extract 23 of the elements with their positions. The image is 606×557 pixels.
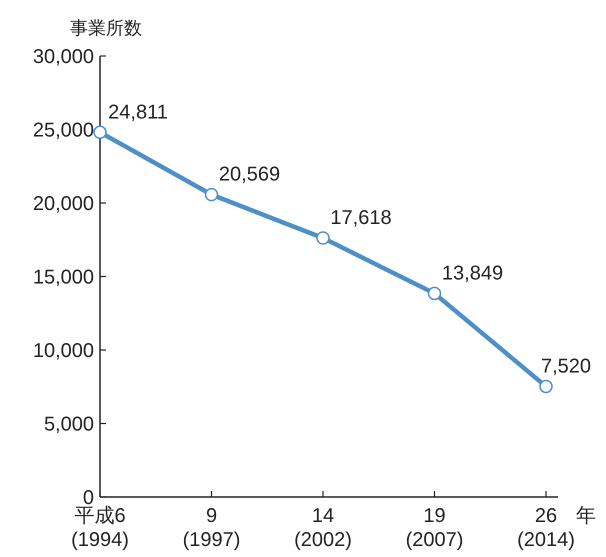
x-tick-label: 平成6 (1994) <box>71 505 129 551</box>
x-tick-label: 14 (2002) <box>294 505 352 551</box>
text: 20,569 <box>218 164 280 186</box>
x-tick-label: 19 (2007) <box>406 505 464 551</box>
y-tick-label: 10,000 <box>32 340 94 362</box>
y-tick-label: 15,000 <box>32 266 94 288</box>
text: 17,618 <box>330 207 392 230</box>
point <box>204 188 218 202</box>
text: 13,849 <box>442 262 504 284</box>
text: 7,520 <box>541 355 592 378</box>
y-tick-label: 30,000 <box>32 46 94 68</box>
y-tick-label: 20,000 <box>32 193 94 215</box>
x-axis-title: 年 <box>576 505 596 527</box>
text: 24,811 <box>108 101 168 124</box>
x-tick-label: 9 (1997) <box>182 505 240 551</box>
y-tick-label: 5,000 <box>44 414 94 436</box>
point <box>539 380 553 394</box>
x-tick-label: 26 (2014) <box>517 505 575 551</box>
point <box>93 126 107 140</box>
y-tick-label: 25,000 <box>32 120 94 142</box>
y-axis-title: 事業所数 <box>70 18 142 38</box>
point <box>316 231 330 245</box>
point <box>428 286 442 300</box>
